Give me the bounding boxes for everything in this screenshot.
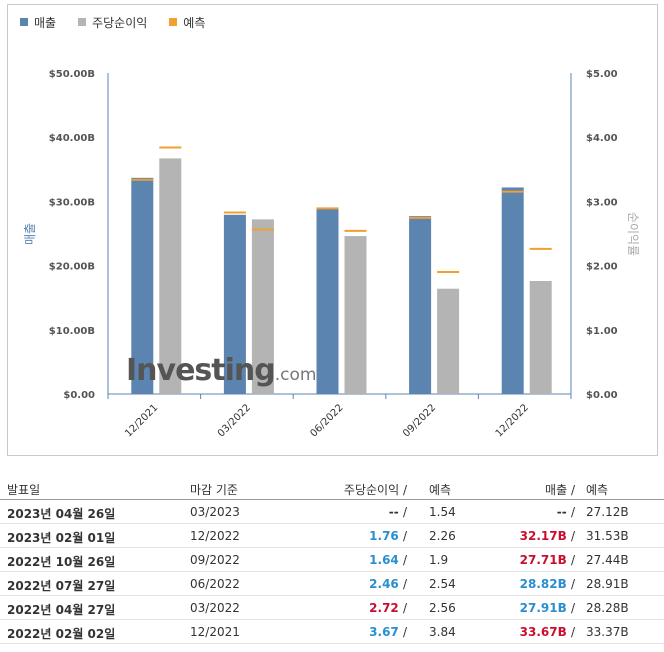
row-eps-forecast: 2.54 [429, 577, 456, 591]
row-revenue: -- / [556, 505, 575, 519]
left-tick-label: $40.00B [49, 133, 95, 144]
x-tick-label: 09/2022 [401, 402, 438, 439]
right-axis-title: 순이익률 [626, 212, 640, 256]
row-date: 2022년 02월 02일 [7, 627, 116, 641]
table-row: 2022년 10월 26일 09/2022 1.64 / 1.9 27.71B / 27.… [0, 548, 664, 572]
legend-item-revenue[interactable]: 매출 [20, 14, 56, 30]
eps-bar [529, 281, 552, 394]
row-date: 2022년 10월 26일 [7, 555, 116, 569]
row-revenue: 28.82B / [519, 577, 575, 591]
legend-item-eps[interactable]: 주당순이익 [78, 14, 147, 30]
eps-bar [437, 288, 460, 394]
row-period: 12/2021 [190, 625, 240, 639]
x-tick-label: 03/2022 [216, 402, 253, 439]
row-date: 2023년 02월 01일 [7, 531, 116, 545]
row-period: 03/2023 [190, 505, 240, 519]
x-tick-label: 12/2021 [123, 402, 160, 439]
legend-label-revenue: 매출 [34, 15, 57, 30]
table-row: 2023년 02월 01일 12/2022 1.76 / 2.26 32.17B / 31… [0, 524, 664, 548]
row-date: 2023년 04월 26일 [7, 507, 116, 521]
table-row: 2023년 04월 26일 03/2023 -- / 1.54 -- / 27.12B [0, 500, 664, 524]
header-eps-label: 주당순이익 [343, 483, 400, 497]
row-revenue-forecast: 27.12B [586, 505, 629, 519]
legend-swatch-eps [78, 18, 87, 26]
header-eps-forecast[interactable]: 예측 [429, 483, 452, 497]
table-row: 2022년 02월 02일 12/2021 3.67 / 3.84 33.67B / 33… [0, 620, 664, 644]
left-axis-title: 매출 [23, 223, 37, 245]
left-tick-label: $20.00B [49, 262, 95, 273]
legend-swatch-revenue [20, 18, 28, 26]
header-revenue[interactable]: 매출 / [545, 483, 575, 497]
header-revenue-label: 매출 [545, 483, 568, 497]
eps-bar [344, 236, 367, 394]
row-period: 12/2022 [190, 529, 240, 543]
row-revenue-forecast: 31.53B [586, 529, 629, 543]
row-eps-forecast: 1.54 [429, 505, 456, 519]
row-revenue: 33.67B / [519, 625, 575, 639]
revenue-bar [409, 216, 432, 394]
row-revenue-forecast: 28.91B [586, 577, 629, 591]
row-revenue-forecast: 28.28B [586, 601, 629, 615]
row-date: 2022년 04월 27일 [7, 603, 116, 617]
left-tick-label: $30.00B [49, 197, 95, 208]
earnings-chart: 매출 주당순이익 예측 $0.00 $10.00B $20.00B $30.00B $4… [7, 4, 658, 456]
revenue-bar [316, 208, 339, 394]
row-date: 2022년 07월 27일 [7, 579, 116, 593]
row-revenue-forecast: 27.44B [586, 553, 629, 567]
left-tick-label: $0.00 [63, 390, 95, 401]
row-eps: 3.67 / [369, 625, 407, 639]
header-eps[interactable]: 주당순이익 / [343, 483, 407, 497]
row-eps-forecast: 1.9 [429, 553, 449, 567]
right-tick-label: $0.00 [586, 390, 618, 401]
row-period: 06/2022 [190, 577, 240, 591]
row-eps-forecast: 3.84 [429, 625, 456, 639]
row-eps: 1.76 / [369, 529, 407, 543]
header-period[interactable]: 마감 기준 [190, 483, 238, 497]
row-period: 03/2022 [190, 601, 240, 615]
right-tick-label: $2.00 [586, 262, 618, 273]
legend-label-forecast: 예측 [183, 15, 206, 30]
right-tick-label: $5.00 [586, 69, 618, 80]
table-body: 2023년 04월 26일 03/2023 -- /1.54 -- /27.12B 20… [0, 500, 664, 644]
revenue-bar [223, 214, 246, 394]
chart-legend: 매출 주당순이익 예측 [20, 14, 205, 30]
right-tick-label: $1.00 [586, 326, 618, 337]
investing-logo: Investing.com [126, 353, 316, 388]
x-tick-label: 12/2022 [494, 402, 531, 439]
row-eps-forecast: 2.56 [429, 601, 456, 615]
table-row: 2022년 04월 27일 03/2022 2.72 / 2.56 27.91B / 28… [0, 596, 664, 620]
table-header: 발표일 마감 기준 주당순이익 / 예측 매출 / 예측 [0, 476, 664, 500]
row-eps: 2.72 / [369, 601, 407, 615]
row-revenue: 32.17B / [519, 529, 575, 543]
earnings-table: 발표일 마감 기준 주당순이익 / 예측 매출 / 예측 2023년 04월 2… [0, 476, 664, 644]
legend-label-eps: 주당순이익 [92, 15, 148, 30]
legend-swatch-forecast [169, 18, 178, 26]
left-tick-label: $50.00B [49, 69, 95, 80]
revenue-bar [131, 177, 154, 394]
left-tick-label: $10.00B [49, 326, 95, 337]
eps-bar [159, 158, 182, 394]
right-tick-label: $3.00 [586, 197, 618, 208]
x-tick-label: 06/2022 [308, 402, 345, 439]
watermark-suffix: .com [274, 365, 317, 385]
row-eps: 2.46 / [369, 577, 407, 591]
chart-plot: $0.00 $10.00B $20.00B $30.00B $40.00B $50.00B… [23, 69, 640, 439]
watermark-brand: Investing [126, 353, 276, 388]
eps-bar [251, 219, 274, 394]
row-eps-forecast: 2.26 [429, 529, 456, 543]
row-period: 09/2022 [190, 553, 240, 567]
header-date[interactable]: 발표일 [7, 483, 41, 497]
header-revenue-forecast[interactable]: 예측 [586, 483, 609, 497]
row-revenue-forecast: 33.37B [586, 625, 629, 639]
revenue-bar [501, 187, 524, 394]
right-tick-label: $4.00 [586, 133, 618, 144]
legend-item-forecast[interactable]: 예측 [169, 14, 205, 30]
row-eps: -- / [388, 505, 407, 519]
table-row: 2022년 07월 27일 06/2022 2.46 / 2.54 28.82B / 28… [0, 572, 664, 596]
row-revenue: 27.71B / [519, 553, 575, 567]
row-eps: 1.64 / [369, 553, 407, 567]
row-revenue: 27.91B / [519, 601, 575, 615]
